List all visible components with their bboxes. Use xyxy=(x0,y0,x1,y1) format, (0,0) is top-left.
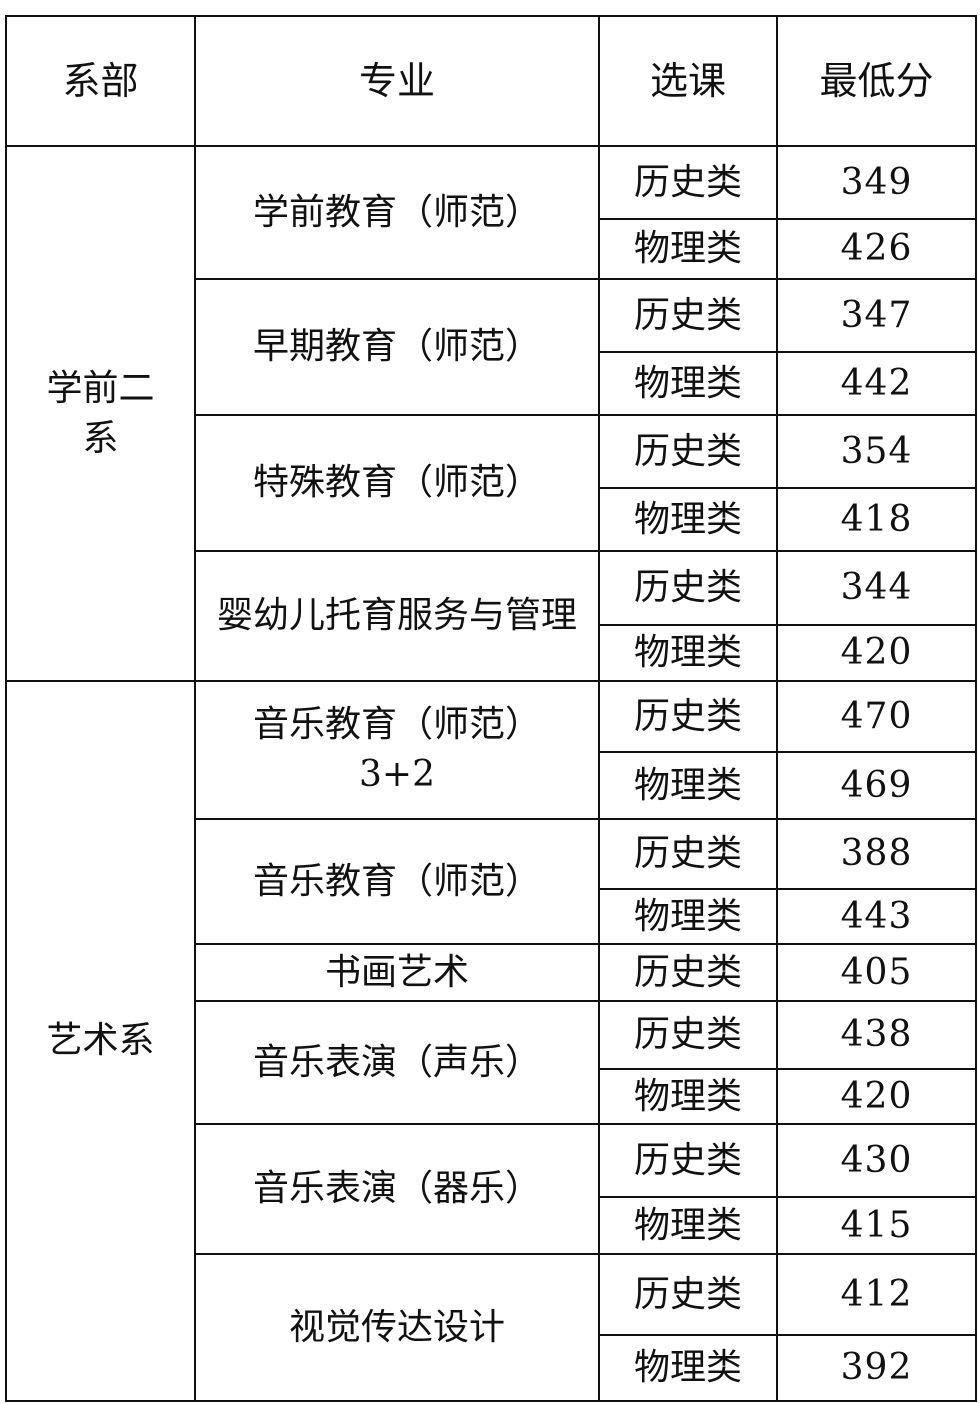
major-cell: 婴幼儿托育服务与管理 xyxy=(194,550,600,682)
min-score-cell: 438 xyxy=(776,1000,977,1070)
table-row: 物理类 392 xyxy=(6,1334,977,1402)
table-row: 物理类 415 xyxy=(6,1196,977,1255)
subject-cell: 物理类 xyxy=(598,487,778,552)
header-row: 系部 专业 选课 最低分 xyxy=(5,15,977,147)
table-row: 学前二系 学前教育（师范） 历史类 349 xyxy=(5,145,977,682)
subject-cell: 物理类 xyxy=(598,351,778,416)
min-score-cell: 354 xyxy=(776,414,977,489)
min-score-cell: 470 xyxy=(776,680,977,753)
table-row: 早期教育（师范） 历史类 347 xyxy=(6,278,977,416)
department-cell: 学前二系 xyxy=(5,145,196,682)
header-major: 专业 xyxy=(194,15,600,147)
table-body: 学前二系 学前教育（师范） 历史类 349 物理类 426 早期教育（师范） 历史类 347 物理… xyxy=(5,145,977,1402)
min-score-cell: 405 xyxy=(776,943,977,1002)
table-row: 艺术系 音乐教育（师范）3+2 历史类 470 xyxy=(5,680,977,1402)
major-cell: 音乐教育（师范）3+2 xyxy=(194,680,600,820)
major-cell: 音乐表演（器乐） xyxy=(194,1123,600,1255)
table-row: 音乐表演（声乐） 历史类 438 xyxy=(6,1000,977,1125)
subject-cell: 物理类 xyxy=(598,1334,778,1402)
subject-cell: 历史类 xyxy=(598,278,778,353)
subject-cell: 历史类 xyxy=(598,1000,778,1070)
subject-cell: 历史类 xyxy=(598,680,778,753)
major-cell: 音乐表演（声乐） xyxy=(194,1000,600,1125)
header-min-score: 最低分 xyxy=(776,15,977,147)
subject-cell: 物理类 xyxy=(598,624,778,682)
min-score-cell: 412 xyxy=(776,1253,977,1336)
subject-cell: 历史类 xyxy=(598,1123,778,1198)
table-row: 书画艺术 历史类 405 xyxy=(6,943,977,1002)
admission-score-table: 系部 专业 选课 最低分 学前二系 学前教育（师范） 历史类 349 物理类 426 早期教… xyxy=(5,15,977,1402)
header-department: 系部 xyxy=(5,15,196,147)
subject-cell: 历史类 xyxy=(598,943,778,1002)
min-score-cell: 347 xyxy=(776,278,977,353)
min-score-cell: 349 xyxy=(776,145,977,220)
subject-cell: 历史类 xyxy=(598,1253,778,1336)
major-cell: 书画艺术 xyxy=(194,943,600,1002)
subject-cell: 物理类 xyxy=(598,1068,778,1125)
min-score-cell: 392 xyxy=(776,1334,977,1402)
min-score-cell: 420 xyxy=(776,1068,977,1125)
subject-cell: 历史类 xyxy=(598,414,778,489)
department-cell: 艺术系 xyxy=(5,680,196,1402)
major-cell: 特殊教育（师范） xyxy=(194,414,600,552)
table-row: 音乐表演（器乐） 历史类 430 xyxy=(6,1123,977,1255)
subject-cell: 历史类 xyxy=(598,818,778,890)
major-cell: 视觉传达设计 xyxy=(194,1253,600,1402)
table-row: 特殊教育（师范） 历史类 354 xyxy=(6,414,977,552)
table-row: 婴幼儿托育服务与管理 历史类 344 xyxy=(6,550,977,682)
table-row: 物理类 443 xyxy=(6,888,977,945)
subject-cell: 历史类 xyxy=(598,550,778,626)
table-row: 物理类 418 xyxy=(6,487,977,552)
min-score-cell: 388 xyxy=(776,818,977,890)
min-score-cell: 420 xyxy=(776,624,977,682)
subject-cell: 物理类 xyxy=(598,751,778,820)
min-score-cell: 430 xyxy=(776,1123,977,1198)
min-score-cell: 469 xyxy=(776,751,977,820)
min-score-cell: 415 xyxy=(776,1196,977,1255)
subject-cell: 物理类 xyxy=(598,888,778,945)
table-row: 视觉传达设计 历史类 412 xyxy=(6,1253,977,1402)
table-row: 音乐教育（师范） 历史类 388 xyxy=(6,818,977,945)
subject-cell: 物理类 xyxy=(598,218,778,280)
min-score-cell: 443 xyxy=(776,888,977,945)
major-cell: 音乐教育（师范） xyxy=(194,818,600,945)
table-row: 物理类 426 xyxy=(6,218,977,280)
min-score-cell: 418 xyxy=(776,487,977,552)
major-cell: 早期教育（师范） xyxy=(194,278,600,416)
table-row: 物理类 442 xyxy=(6,351,977,416)
major-cell: 学前教育（师范） xyxy=(194,145,600,280)
subject-cell: 历史类 xyxy=(598,145,778,220)
subject-cell: 物理类 xyxy=(598,1196,778,1255)
min-score-cell: 344 xyxy=(776,550,977,626)
header-subject: 选课 xyxy=(598,15,778,147)
min-score-cell: 442 xyxy=(776,351,977,416)
table-row: 物理类 420 xyxy=(6,624,977,682)
table-row: 物理类 420 xyxy=(6,1068,977,1125)
table-row: 物理类 469 xyxy=(6,751,977,820)
min-score-cell: 426 xyxy=(776,218,977,280)
